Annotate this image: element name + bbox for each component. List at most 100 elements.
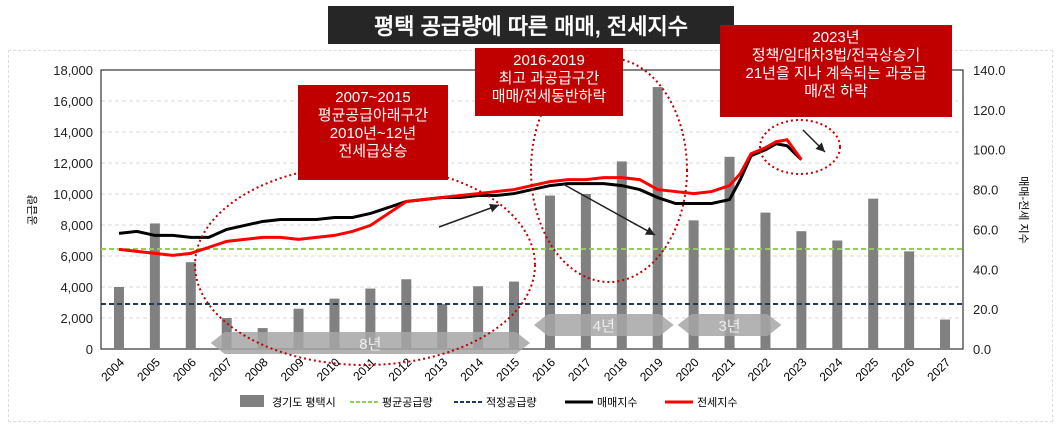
bar-2027 (940, 319, 951, 349)
span-label: 4년 (593, 318, 615, 335)
bar-2020 (688, 220, 699, 349)
y-tick-label: 8,000 (60, 218, 93, 233)
note-line: 2023년 (812, 29, 860, 46)
y2-tick-label: 100.0 (973, 143, 1006, 158)
annotation-2023: 2023년 정책/임대차3법/전국상승기 21년을 지나 계속되는 과공급 매/… (720, 25, 952, 117)
x-tick-label: 2008 (242, 355, 271, 384)
bar-2004 (113, 287, 124, 349)
x-tick-label: 2011 (350, 355, 378, 383)
y-tick-label: 0 (86, 342, 93, 357)
x-tick-label: 2025 (853, 355, 882, 384)
bar-2025 (868, 198, 879, 349)
y2-tick-label: 0.0 (973, 342, 991, 357)
y2-tick-label: 40.0 (973, 262, 998, 277)
x-tick-label: 2012 (386, 355, 415, 384)
span-arrow (210, 332, 531, 354)
legend-item: 전세지수 (665, 396, 737, 409)
legend-label: 전세지수 (697, 396, 737, 409)
legend-label: 평균공급량 (382, 396, 433, 409)
x-tick-label: 2027 (924, 355, 953, 384)
note-line: 2010년~12년 (329, 125, 417, 142)
annotation-2016-2019: 2016-2019 최고 과공급구간 매매/전세동반하락 (475, 48, 623, 116)
note-line: 최고 과공급구간 (498, 70, 600, 87)
bar-2011 (365, 288, 376, 349)
x-tick-label: 2021 (709, 355, 738, 384)
bar-2010 (329, 298, 340, 349)
x-tick-label: 2022 (745, 355, 774, 384)
trend-arrow-icon (802, 129, 826, 153)
x-tick-label: 2009 (278, 355, 307, 384)
note-line: 21년을 지나 계속되는 과공급 (745, 65, 927, 82)
x-tick-label: 2007 (206, 355, 235, 384)
legend-label: 적정공급량 (486, 396, 537, 409)
x-tick-label: 2014 (457, 355, 486, 384)
y-tick-label: 4,000 (60, 280, 93, 295)
x-tick-label: 2013 (422, 355, 451, 384)
bar-2009 (293, 308, 304, 349)
bar-2016 (544, 195, 555, 349)
y-tick-label: 16,000 (53, 94, 93, 109)
bar-2023 (796, 231, 807, 349)
x-tick-label: 2015 (493, 355, 522, 384)
y-tick-label: 6,000 (60, 249, 93, 264)
legend-swatch (240, 395, 264, 407)
bar-2019 (652, 87, 663, 350)
x-tick-label: 2020 (673, 355, 702, 384)
series-전세지수 (118, 138, 803, 257)
y2-tick-label: 120.0 (973, 103, 1006, 118)
x-tick-label: 2018 (601, 355, 630, 384)
y2-tick-label: 20.0 (973, 302, 998, 317)
y-tick-label: 18,000 (53, 63, 93, 78)
legend-label: 경기도 평택시 (272, 396, 336, 409)
span-arrow (533, 314, 674, 336)
note-line: 전세급상승 (338, 143, 408, 160)
x-tick-label: 2026 (888, 355, 917, 384)
legend-item: 경기도 평택시 (240, 395, 336, 409)
legend-item: 평균공급량 (350, 396, 433, 409)
span-arrow (677, 314, 782, 336)
x-tick-label: 2019 (637, 355, 666, 384)
legend-item: 적정공급량 (454, 396, 537, 409)
bar-2006 (185, 262, 196, 349)
bar-2026 (904, 251, 915, 349)
trend-arrow-icon (562, 183, 656, 236)
y-tick-label: 10,000 (53, 187, 93, 202)
y2-tick-label: 60.0 (973, 222, 998, 237)
legend-label: 매매지수 (597, 396, 637, 409)
legend-item: 매매지수 (565, 396, 637, 409)
y-axis-label: 공급량 (26, 195, 39, 225)
bar-2014 (473, 286, 484, 349)
bar-2015 (509, 281, 520, 349)
highlight-ellipse (759, 119, 841, 175)
bar-2021 (724, 156, 735, 349)
x-tick-label: 2010 (314, 355, 343, 384)
bar-2017 (580, 194, 591, 349)
span-label: 8년 (359, 336, 381, 353)
note-line: 매매/전세동반하락 (491, 88, 607, 105)
y2-tick-label: 140.0 (973, 63, 1006, 78)
y-tick-label: 14,000 (53, 125, 93, 140)
x-tick-label: 2004 (98, 355, 127, 384)
note-line: 2007~2015 (335, 89, 411, 106)
bar-2018 (616, 161, 627, 349)
chart-title: 평택 공급량에 따른 매매, 전세지수 (328, 6, 734, 44)
note-line: 2016-2019 (513, 52, 585, 69)
annotation-2007-2015: 2007~2015 평균공급아래구간 2010년~12년 전세급상승 (298, 85, 448, 180)
series-매매지수 (118, 142, 803, 239)
span-label: 3년 (718, 318, 740, 335)
y2-axis-label: 매매-전세 지수 (1017, 176, 1030, 243)
bar-2013 (437, 304, 448, 349)
bar-2022 (760, 212, 771, 349)
bar-2024 (832, 240, 843, 349)
note-line: 매/전 하락 (804, 83, 868, 100)
note-line: 평균공급아래구간 (317, 107, 429, 124)
bar-2012 (401, 279, 412, 349)
bar-2005 (149, 223, 160, 349)
x-tick-label: 2017 (565, 355, 594, 384)
trend-arrow-icon (438, 203, 500, 228)
y2-tick-label: 80.0 (973, 183, 998, 198)
x-tick-label: 2006 (170, 355, 199, 384)
y-tick-label: 2,000 (60, 311, 93, 326)
